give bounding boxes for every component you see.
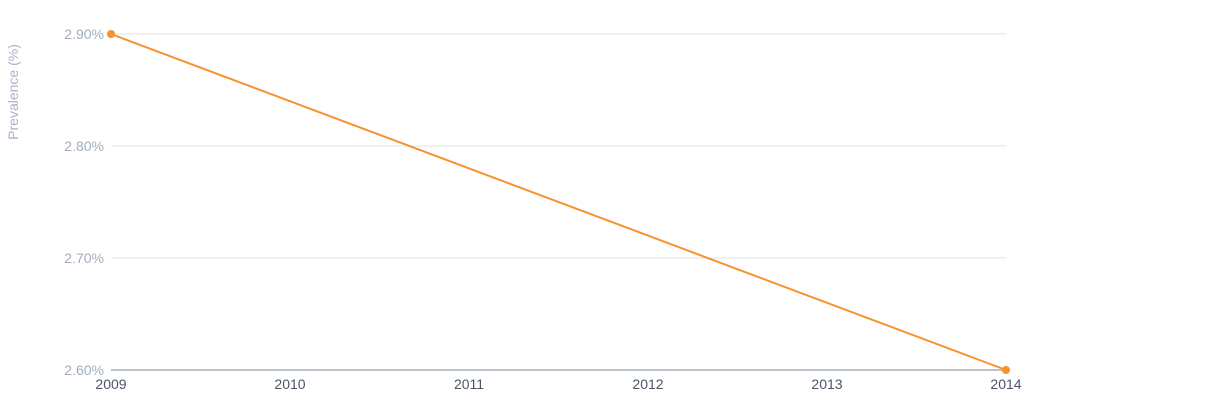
x-tick-label: 2011	[454, 376, 484, 392]
x-tick-label: 2009	[95, 376, 126, 392]
series-line	[110, 33, 1007, 371]
y-axis-ticks: 2.60% 2.70% 2.80% 2.90%	[64, 26, 104, 378]
y-tick-label: 2.70%	[64, 250, 104, 266]
x-tick-label: 2012	[632, 376, 663, 392]
y-tick-label: 2.80%	[64, 138, 104, 154]
y-tick-label: 2.90%	[64, 26, 104, 42]
series-layer	[107, 30, 1010, 374]
y-axis-label: Prevalence (%)	[5, 44, 21, 140]
data-point[interactable]	[1002, 366, 1010, 374]
y-tick-label: 2.60%	[64, 362, 104, 378]
x-axis-ticks: 2009 2010 2011 2012 2013 2014	[95, 376, 1021, 392]
x-tick-label: 2013	[811, 376, 842, 392]
gridlines	[111, 33, 1006, 371]
x-tick-label: 2014	[990, 376, 1021, 392]
x-tick-label: 2010	[274, 376, 305, 392]
data-point[interactable]	[107, 30, 115, 38]
